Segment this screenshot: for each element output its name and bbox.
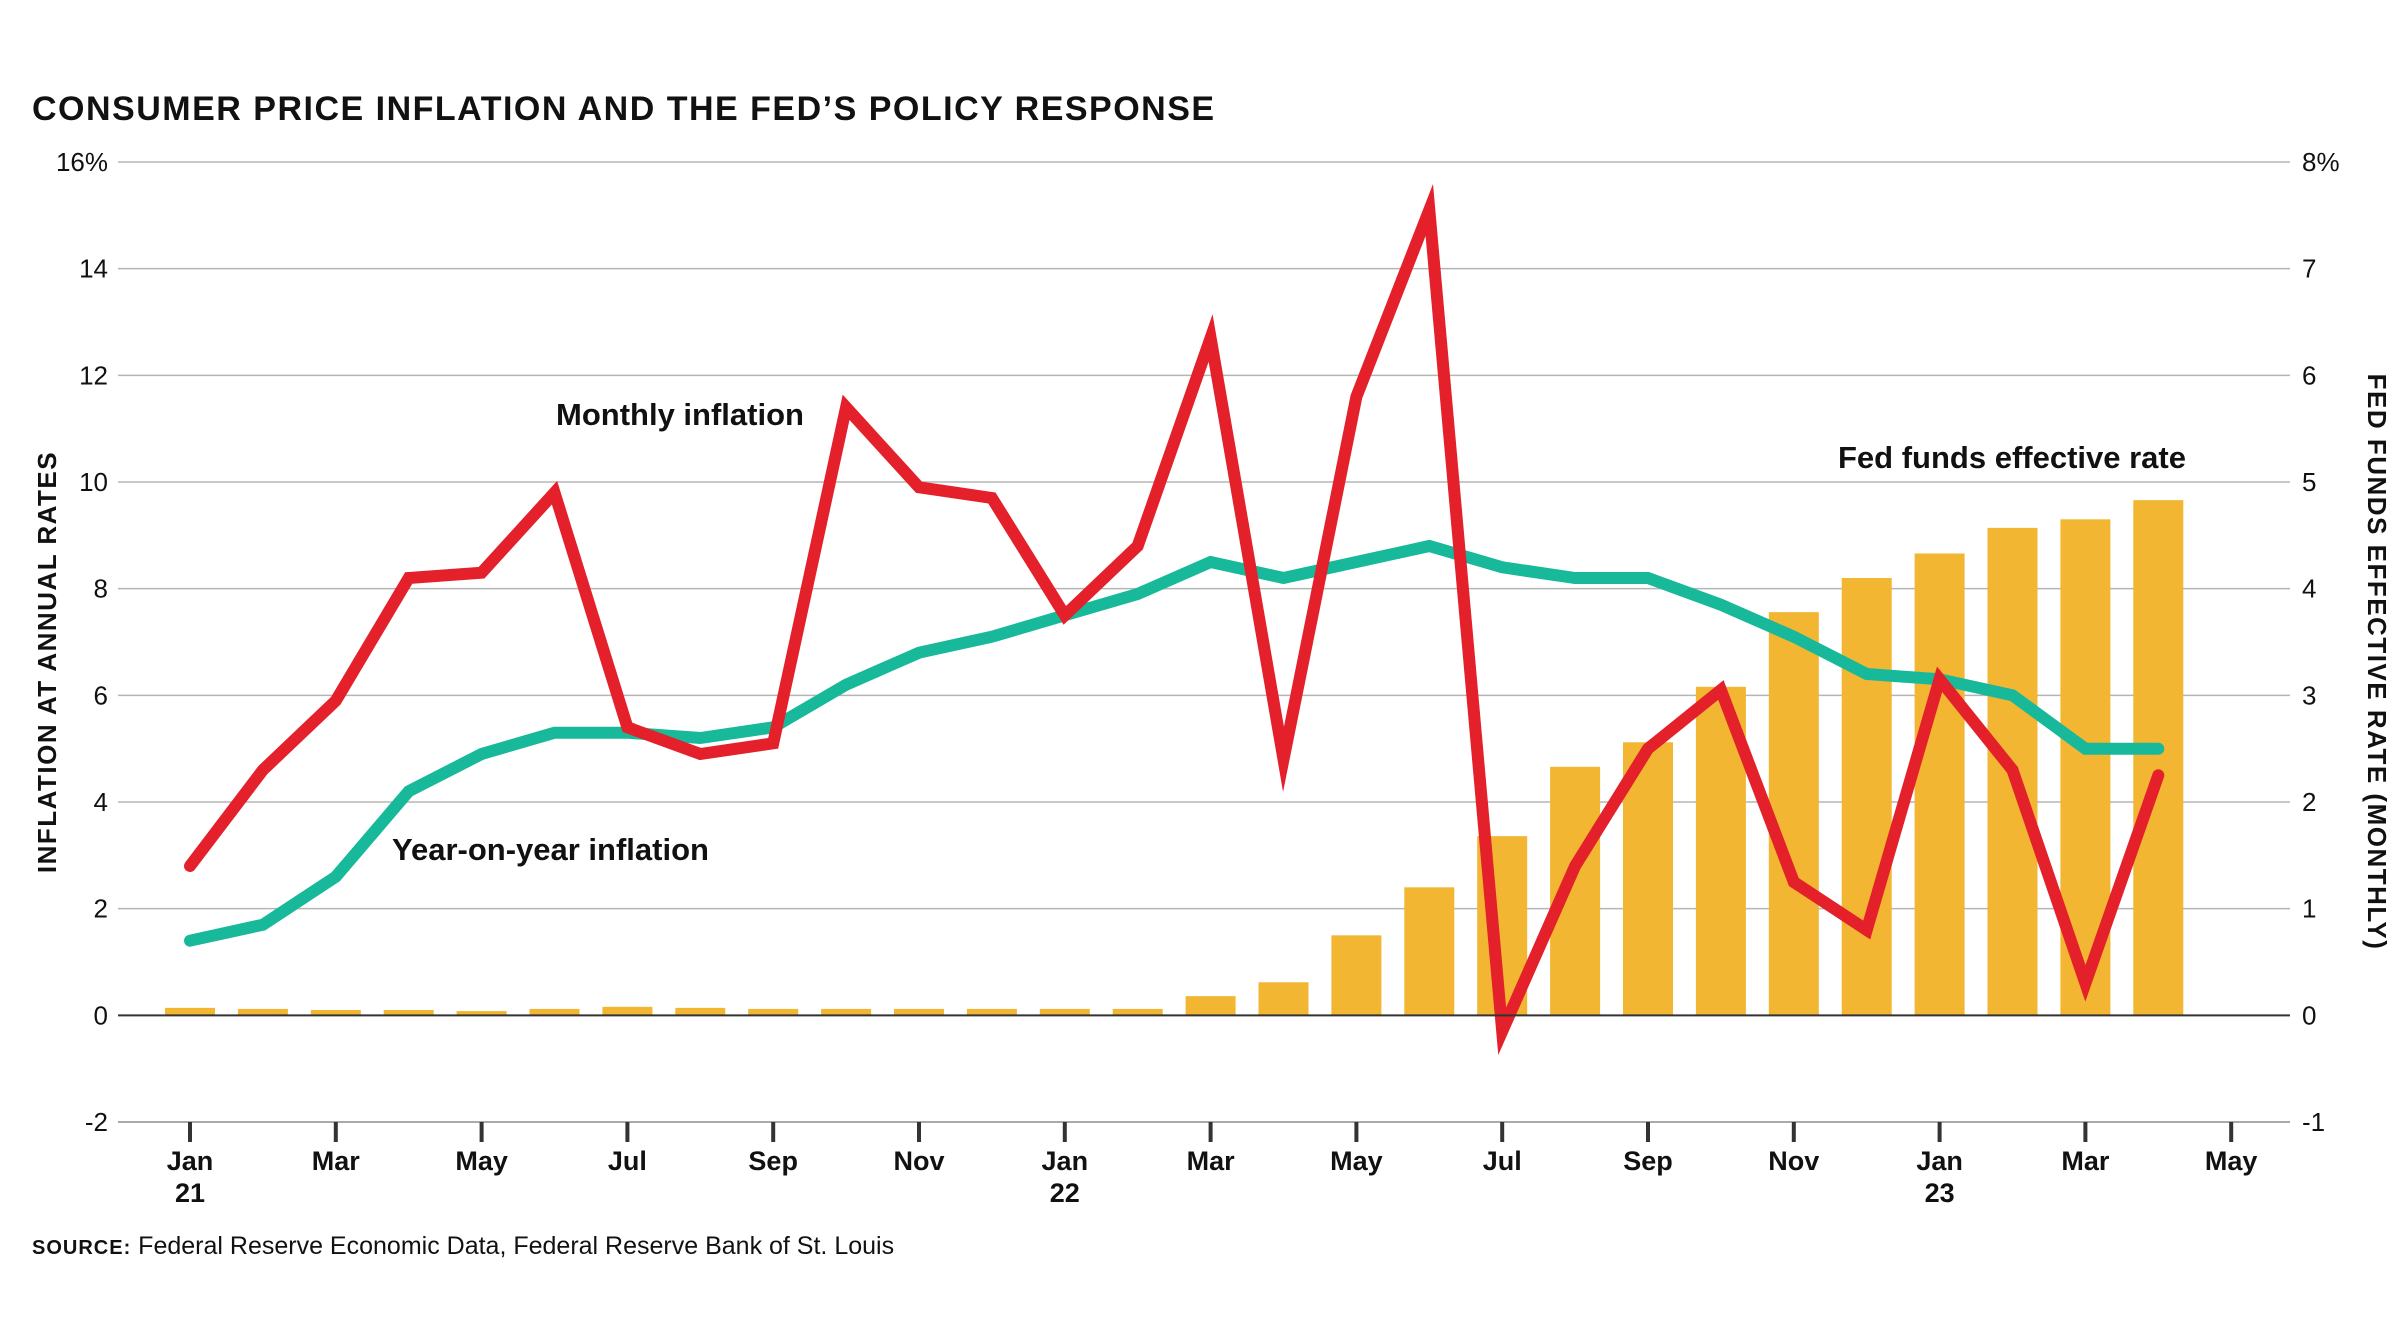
bar-fed-funds xyxy=(1841,578,1892,1016)
bar-fed-funds xyxy=(383,1010,434,1016)
bar-fed-funds xyxy=(1258,982,1309,1016)
line-yoy-inflation xyxy=(184,539,2165,947)
x-tick-label: May xyxy=(1330,1146,1383,1176)
bar-fed-funds xyxy=(675,1007,726,1016)
bar-fed-funds xyxy=(748,1008,799,1016)
x-tick-label: Nov xyxy=(893,1146,944,1176)
line-series xyxy=(184,183,2165,1056)
y-tick-label-left: 12 xyxy=(79,360,108,390)
bar-series-fed-funds xyxy=(165,500,2184,1016)
x-tick-label: Jan xyxy=(167,1146,214,1176)
y-tick-label-right: 8% xyxy=(2302,147,2340,177)
source-label: SOURCE: xyxy=(32,1237,132,1259)
y-tick-label-right: 1 xyxy=(2302,894,2316,924)
y-tick-label-left: 8 xyxy=(94,574,108,604)
y-tick-label-right: 0 xyxy=(2302,1000,2316,1030)
y-tick-label-left: 10 xyxy=(79,467,108,497)
bar-fed-funds xyxy=(2133,500,2184,1016)
y-tick-label-left: 14 xyxy=(79,254,108,284)
y-tick-label-right: 6 xyxy=(2302,360,2316,390)
x-tick-label: Mar xyxy=(1187,1146,1236,1176)
y-tick-label-left: 4 xyxy=(94,787,108,817)
x-tick-label: Sep xyxy=(1623,1146,1673,1176)
bar-fed-funds xyxy=(456,1011,507,1016)
y-tick-label-left: -2 xyxy=(85,1107,108,1137)
bar-fed-funds xyxy=(1623,742,1673,1016)
bar-fed-funds xyxy=(310,1010,361,1016)
y-axis-label-left: INFLATION AT ANNUAL RATES xyxy=(32,451,62,873)
bar-fed-funds xyxy=(602,1006,653,1016)
x-tick-label: Jan xyxy=(1916,1146,1963,1176)
y-tick-label-right: 5 xyxy=(2302,467,2316,497)
bar-fed-funds xyxy=(1331,935,1382,1016)
bar-fed-funds xyxy=(1404,887,1455,1016)
x-tick-label: Jul xyxy=(608,1146,647,1176)
x-tick-label: Mar xyxy=(312,1146,361,1176)
x-tick-label: Jul xyxy=(1483,1146,1522,1176)
x-tick-year-label: 21 xyxy=(175,1178,205,1208)
y-tick-label-right: 3 xyxy=(2302,680,2316,710)
bar-fed-funds xyxy=(1914,553,1965,1016)
chart-title: CONSUMER PRICE INFLATION AND THE FED’S P… xyxy=(32,90,1216,128)
y-tick-label-right: 4 xyxy=(2302,574,2316,604)
x-tick-label: Sep xyxy=(748,1146,798,1176)
bar-fed-funds xyxy=(529,1008,580,1016)
y-tick-label-left: 0 xyxy=(94,1000,108,1030)
bar-fed-funds xyxy=(237,1008,288,1016)
y-tick-label-right: 2 xyxy=(2302,787,2316,817)
bar-fed-funds xyxy=(1768,612,1819,1016)
annotation-yoy-inflation: Year-on-year inflation xyxy=(392,832,709,867)
x-tick-label: Mar xyxy=(2061,1146,2110,1176)
x-tick-label: Jan xyxy=(1042,1146,1089,1176)
annotation-fed-funds: Fed funds effective rate xyxy=(1838,440,2186,475)
bar-fed-funds xyxy=(821,1008,872,1016)
y-axis-label-right: FED FUNDS EFFECTIVE RATE (MONTHLY) xyxy=(2362,374,2392,951)
bar-fed-funds xyxy=(1039,1008,1090,1016)
bar-fed-funds xyxy=(1112,1008,1163,1016)
x-tick-year-label: 23 xyxy=(1925,1178,1955,1208)
bar-fed-funds xyxy=(894,1008,944,1016)
source-note: SOURCE: Federal Reserve Economic Data, F… xyxy=(32,1232,894,1261)
bar-fed-funds xyxy=(966,1008,1017,1016)
y-tick-label-right: 7 xyxy=(2302,254,2316,284)
y-tick-label-right: -1 xyxy=(2302,1107,2325,1137)
annotation-monthly-inflation: Monthly inflation xyxy=(556,397,804,432)
source-text: Federal Reserve Economic Data, Federal R… xyxy=(131,1232,895,1260)
x-tick-label: May xyxy=(455,1146,508,1176)
line-monthly-inflation xyxy=(184,183,2165,1056)
bar-fed-funds xyxy=(165,1007,215,1016)
x-tick-label: Nov xyxy=(1768,1146,1819,1176)
x-tick-year-label: 22 xyxy=(1050,1178,1080,1208)
y-tick-label-left: 2 xyxy=(94,894,108,924)
y-tick-label-left: 16% xyxy=(56,147,108,177)
bar-fed-funds xyxy=(1185,996,1236,1016)
x-tick-label: May xyxy=(2205,1146,2258,1176)
y-tick-label-left: 6 xyxy=(94,680,108,710)
